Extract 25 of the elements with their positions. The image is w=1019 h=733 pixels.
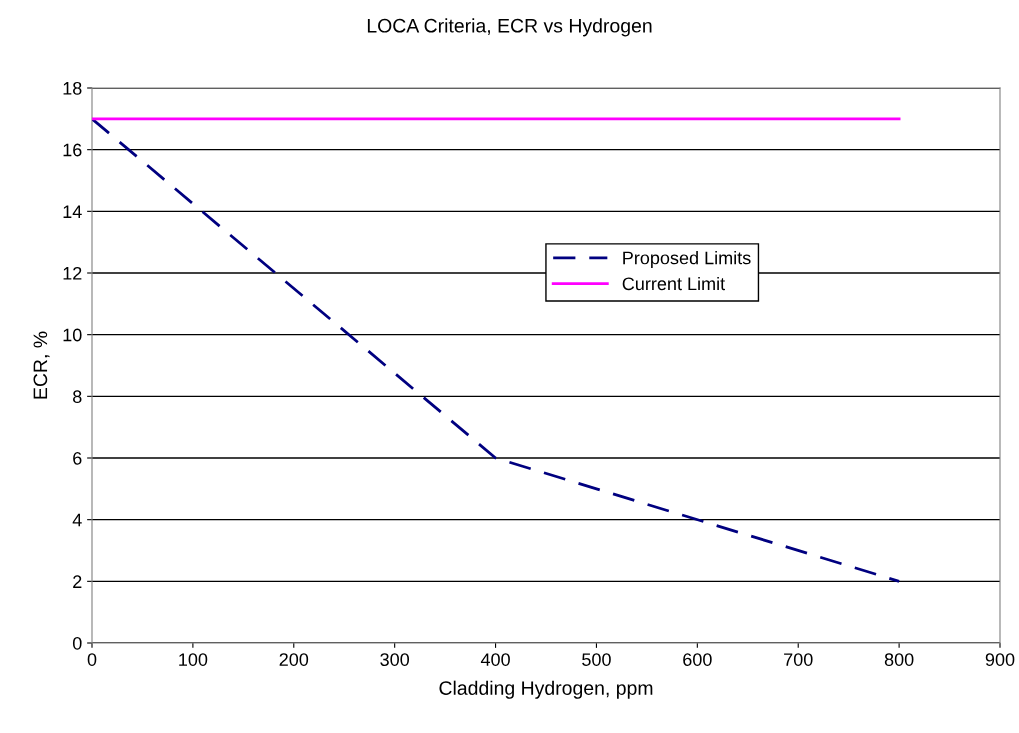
legend-label: Current Limit <box>622 276 725 291</box>
chart-title: LOCA Criteria, ECR vs Hydrogen <box>367 18 652 37</box>
x-tick-label: 500 <box>582 653 611 666</box>
x-tick-label: 600 <box>683 653 712 666</box>
x-tick-label: 200 <box>279 653 309 666</box>
x-tick-label: 100 <box>179 653 208 666</box>
x-tick-label: 800 <box>884 653 914 666</box>
y-tick-label: 0 <box>72 636 82 650</box>
y-tick-label: 12 <box>63 266 82 280</box>
legend-label: Proposed Limits <box>623 251 751 268</box>
x-tick-label: 700 <box>784 653 813 666</box>
y-tick-label: 18 <box>63 81 82 95</box>
x-axis-title: Cladding Hydrogen, ppm <box>439 680 653 699</box>
y-tick-label: 8 <box>73 390 82 404</box>
y-tick-label: 4 <box>72 513 82 527</box>
x-tick-label: 300 <box>380 653 410 666</box>
x-tick-label: 0 <box>87 653 97 666</box>
y-tick-label: 14 <box>63 205 82 218</box>
y-tick-label: 10 <box>63 328 82 342</box>
y-axis-title: ECR, % <box>33 331 50 399</box>
y-tick-label: 6 <box>73 451 82 465</box>
x-tick-label: 400 <box>480 653 510 666</box>
y-tick-label: 16 <box>63 143 82 157</box>
y-tick-label: 2 <box>73 575 82 588</box>
x-tick-label: 900 <box>985 653 1015 666</box>
